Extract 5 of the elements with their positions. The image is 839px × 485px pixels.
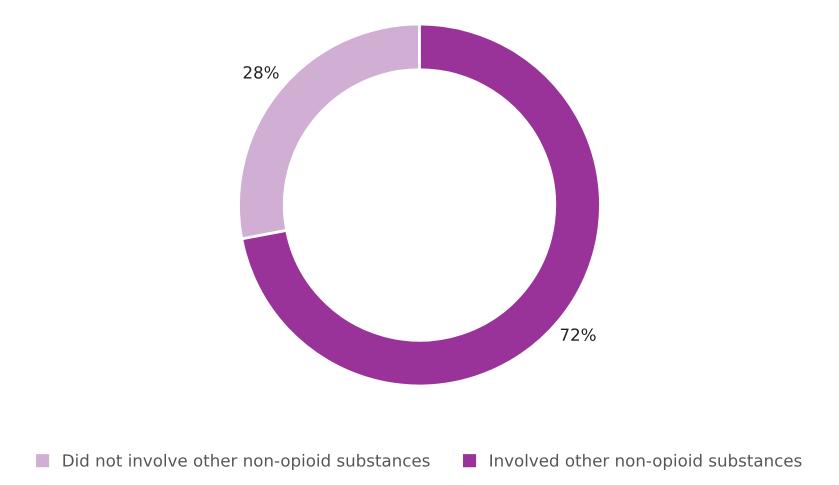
donut-slice: [240, 22, 602, 388]
legend-label: Involved other non-opioid substances: [490, 454, 802, 470]
data-label: 28%: [244, 66, 279, 79]
data-label: 72%: [560, 328, 596, 341]
legend-label: Did not involve other non-opioid substances: [63, 454, 430, 470]
